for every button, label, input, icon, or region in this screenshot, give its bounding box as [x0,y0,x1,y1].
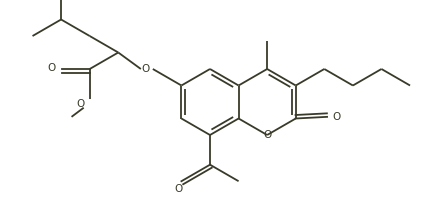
Text: O: O [332,112,340,122]
Text: O: O [142,64,150,74]
Text: O: O [263,130,271,140]
Text: O: O [48,63,56,73]
Text: O: O [174,184,183,194]
Text: O: O [77,99,85,109]
